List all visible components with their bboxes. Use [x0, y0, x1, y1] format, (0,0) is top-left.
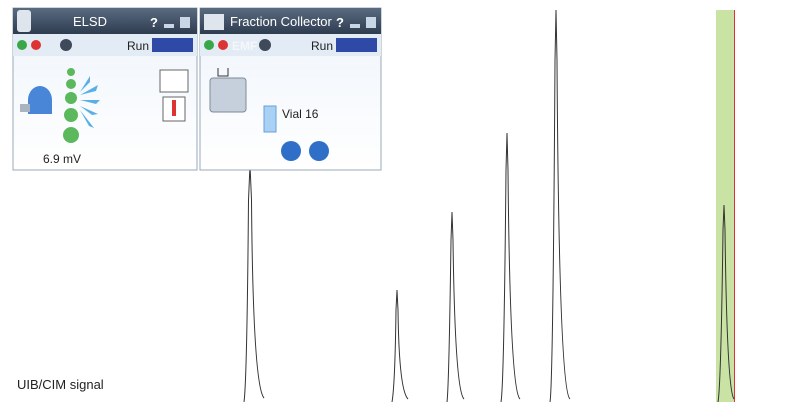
status-text: Run	[127, 39, 149, 53]
fraction-band	[716, 10, 735, 402]
status-indicator	[152, 38, 193, 52]
minimize-button[interactable]	[350, 24, 360, 28]
panel-title: Fraction Collector	[230, 14, 333, 29]
screen: UIB/CIM signal ELSD ? Run 6.9 mV	[0, 0, 791, 402]
vial-icon	[264, 106, 276, 132]
waste-button[interactable]	[309, 141, 329, 161]
help-button[interactable]: ?	[336, 15, 344, 30]
on-button[interactable]	[17, 40, 27, 50]
signal-reading: 6.9 mV	[43, 152, 81, 166]
module-icon	[204, 14, 224, 30]
peak	[550, 10, 570, 402]
mode-text: EMF	[232, 39, 257, 53]
fraction-panel: Fraction Collector ? EMF Run Vial 16	[200, 8, 381, 170]
help-icon[interactable]	[60, 39, 72, 51]
maximize-button[interactable]	[180, 17, 190, 28]
peak	[392, 290, 408, 402]
mode-check	[259, 39, 271, 51]
help-button[interactable]: ?	[150, 15, 158, 30]
status-text: Run	[311, 39, 333, 53]
vial-text: Vial 16	[282, 107, 319, 121]
thermometer	[172, 100, 176, 116]
trace-label: UIB/CIM signal	[17, 377, 104, 392]
detector-icon	[20, 104, 30, 112]
elsd-panel: ELSD ? Run 6.9 mV	[13, 8, 197, 170]
page: UIB/CIM signal ELSD ? Run 6.9 mV	[0, 0, 791, 402]
off-button[interactable]	[31, 40, 41, 50]
module-icon	[17, 10, 31, 32]
minimize-button[interactable]	[164, 24, 174, 28]
peak	[501, 133, 520, 402]
chart-button[interactable]	[160, 70, 188, 92]
collect-button[interactable]	[281, 141, 301, 161]
detector-icon	[28, 86, 52, 114]
rack-icon	[210, 78, 246, 112]
peak	[447, 212, 464, 402]
peak	[244, 165, 264, 402]
panel-title: ELSD	[73, 14, 107, 29]
off-button[interactable]	[218, 40, 228, 50]
on-button[interactable]	[204, 40, 214, 50]
maximize-button[interactable]	[366, 17, 376, 28]
status-indicator	[336, 38, 377, 52]
